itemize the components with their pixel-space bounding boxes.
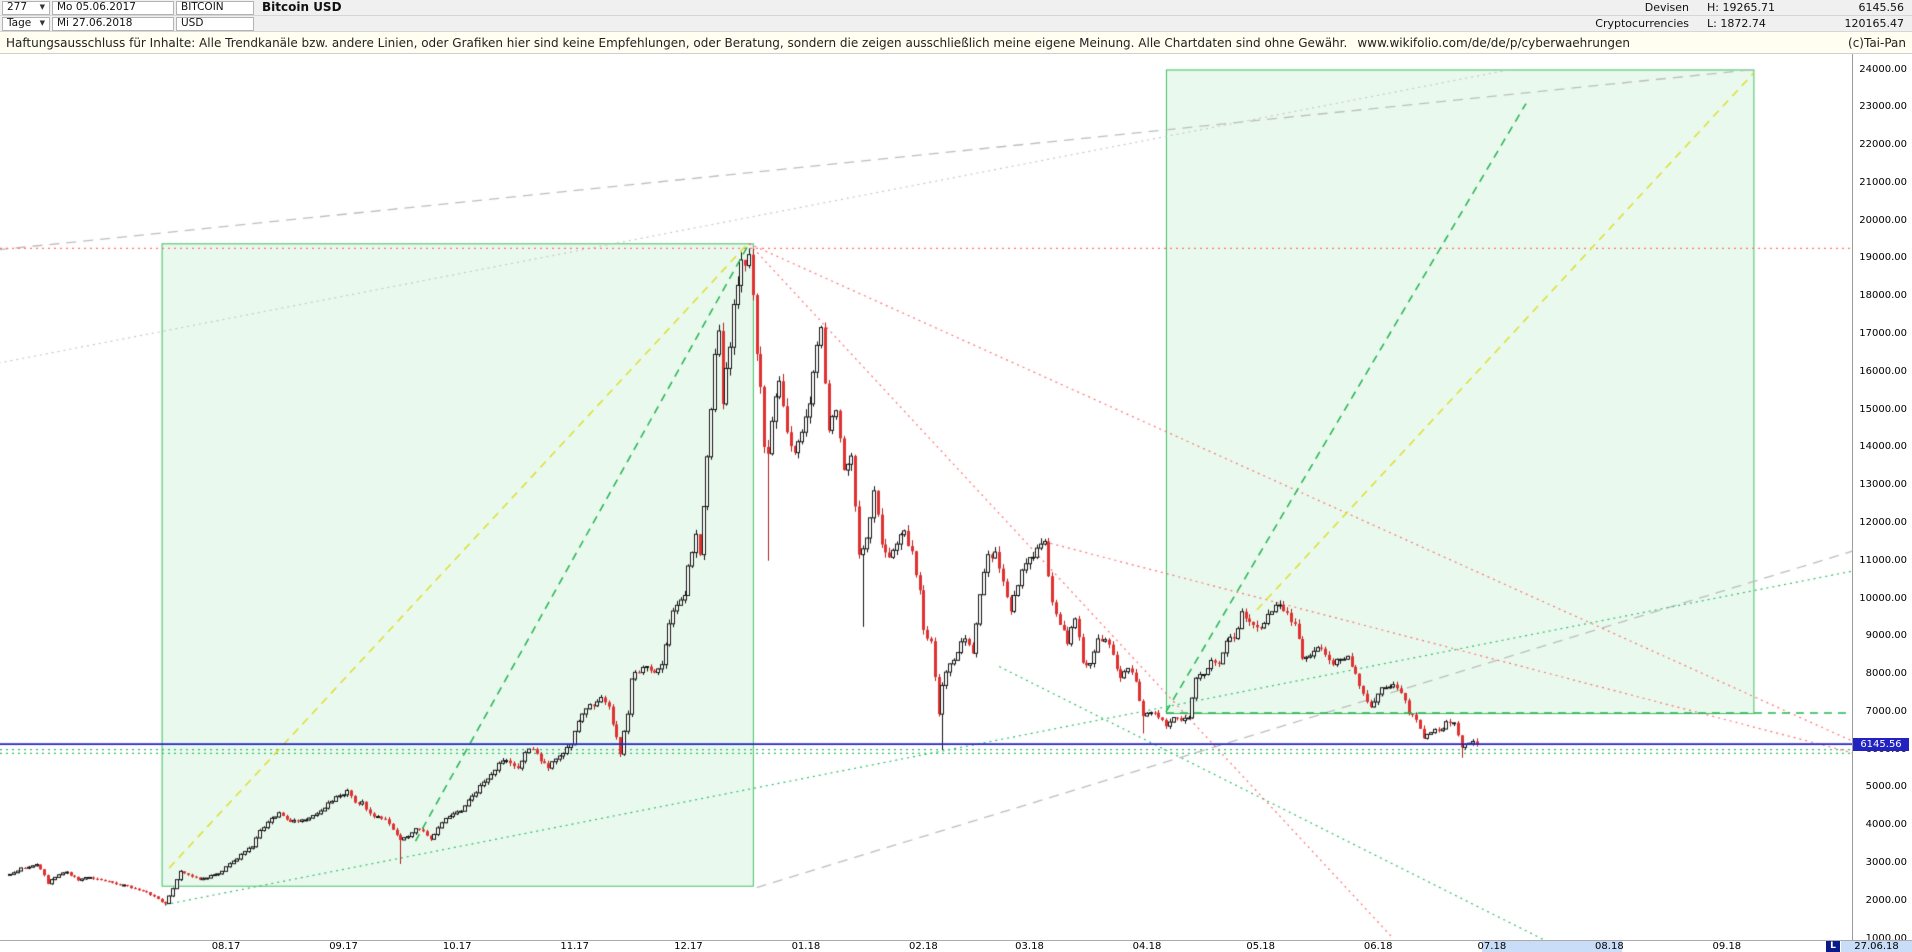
period-high-label: H: 19265.71 (1707, 1, 1775, 14)
y-axis-label: 7000.00 (1865, 705, 1907, 717)
currency-value: USD (181, 17, 204, 29)
range-end-field[interactable]: Mi 27.06.2018 (52, 16, 174, 31)
x-axis-label: 12.17 (674, 941, 703, 952)
y-axis-label: 22000.00 (1859, 139, 1907, 151)
y-axis-label: 3000.00 (1865, 857, 1907, 869)
chevron-down-icon: ▼ (39, 3, 45, 11)
y-axis-label: 16000.00 (1859, 365, 1907, 377)
price-chart-canvas[interactable] (0, 54, 1852, 940)
y-axis-label: 10000.00 (1859, 592, 1907, 604)
bars-count-value: 277 (7, 1, 28, 13)
y-axis-label: 1000.00 (1865, 932, 1907, 944)
range-end-value: Mi 27.06.2018 (57, 17, 133, 29)
x-axis-label: 06.18 (1363, 941, 1393, 952)
disclaimer-bar: Haftungsausschluss für Inhalte: Alle Tre… (0, 32, 1912, 54)
y-axis-label: 18000.00 (1859, 290, 1907, 302)
period-low-label: L: 1872.74 (1707, 17, 1766, 30)
range-start-field[interactable]: Mo 05.06.2017 (52, 0, 174, 15)
chevron-down-icon: ▼ (39, 19, 45, 27)
x-axis-label: 02.18 (909, 941, 938, 952)
period-value: Tage (7, 17, 32, 29)
y-axis-label: 19000.00 (1859, 252, 1907, 264)
x-axis-label: 08.18 (1595, 941, 1624, 952)
y-axis-label: 4000.00 (1865, 819, 1907, 831)
toolbar-row-2: Tage ▼ Mi 27.06.2018 USD Cryptocurrencie… (0, 16, 1912, 32)
y-axis-label: 20000.00 (1859, 214, 1907, 226)
range-start-value: Mo 05.06.2017 (57, 1, 136, 13)
price-axis: 6145.56 1000.00 2000.00 3000.00 4000.00 5000… (1852, 54, 1912, 944)
period-dropdown[interactable]: Tage ▼ (2, 16, 50, 31)
x-axis-label: 07.18 (1477, 941, 1507, 952)
header-info-row-2: Cryptocurrencies L: 1872.74 120165.47 (1539, 17, 1912, 30)
x-axis-label: 09.17 (329, 941, 358, 952)
chart-area: 6145.56 1000.00 2000.00 3000.00 4000.00 5000… (0, 54, 1912, 952)
bars-count-dropdown[interactable]: 277 ▼ (2, 0, 50, 15)
y-axis-label: 21000.00 (1859, 176, 1907, 188)
y-axis-label: 23000.00 (1859, 101, 1907, 113)
x-axis-label: 09.18 (1712, 941, 1742, 952)
y-axis-label: 15000.00 (1859, 403, 1907, 415)
y-axis-label: 9000.00 (1865, 630, 1907, 642)
category-label: Cryptocurrencies (1595, 17, 1689, 30)
x-axis-label: 05.18 (1246, 941, 1276, 952)
symbol-value: BITCOIN (181, 1, 224, 13)
y-axis-label: 12000.00 (1859, 516, 1907, 528)
x-axis-label: 04.18 (1132, 941, 1162, 952)
market-label: Devisen (1644, 1, 1689, 14)
last-price-value: 6145.56 (1858, 1, 1905, 14)
y-axis-label: 11000.00 (1859, 554, 1907, 566)
header-info-row-1: Devisen H: 19265.71 6145.56 (1539, 1, 1912, 14)
currency-field[interactable]: USD (176, 16, 254, 31)
taipan-copyright: (c)Tai-Pan (1848, 35, 1906, 50)
y-axis-label: 13000.00 (1859, 479, 1907, 491)
x-axis-label: 03.18 (1015, 941, 1044, 952)
symbol-field[interactable]: BITCOIN (176, 0, 254, 15)
last-bar-marker: L (1826, 941, 1840, 952)
toolbar-row-1: 277 ▼ Mo 05.06.2017 BITCOIN Bitcoin USD … (0, 0, 1912, 16)
last-date-label: 27.06.18 (1841, 941, 1912, 952)
wikifolio-url: www.wikifolio.com/de/de/p/cyberwaehrunge… (1357, 35, 1631, 50)
disclaimer-text: Haftungsausschluss für Inhalte: Alle Tre… (6, 35, 1348, 50)
time-axis: L 27.06.18 08.17 09.17 10.17 11.17 12.17 01.1… (0, 940, 1912, 952)
time-axis-highlight (1482, 941, 1622, 952)
x-axis-label: 01.18 (791, 941, 821, 952)
y-axis-label: 8000.00 (1865, 668, 1907, 680)
current-price-badge: 6145.56 (1853, 738, 1909, 751)
x-axis-label: 08.17 (211, 941, 241, 952)
y-axis-label: 24000.00 (1859, 63, 1907, 75)
y-axis-label: 17000.00 (1859, 328, 1907, 339)
y-axis-label: 5000.00 (1865, 781, 1907, 793)
y-axis-label: 14000.00 (1859, 441, 1907, 453)
secondary-value: 120165.47 (1844, 17, 1905, 30)
x-axis-label: 11.17 (560, 941, 590, 952)
x-axis-label: 10.17 (442, 941, 472, 952)
instrument-title: Bitcoin USD (262, 0, 342, 14)
y-axis-label: 2000.00 (1865, 894, 1907, 906)
